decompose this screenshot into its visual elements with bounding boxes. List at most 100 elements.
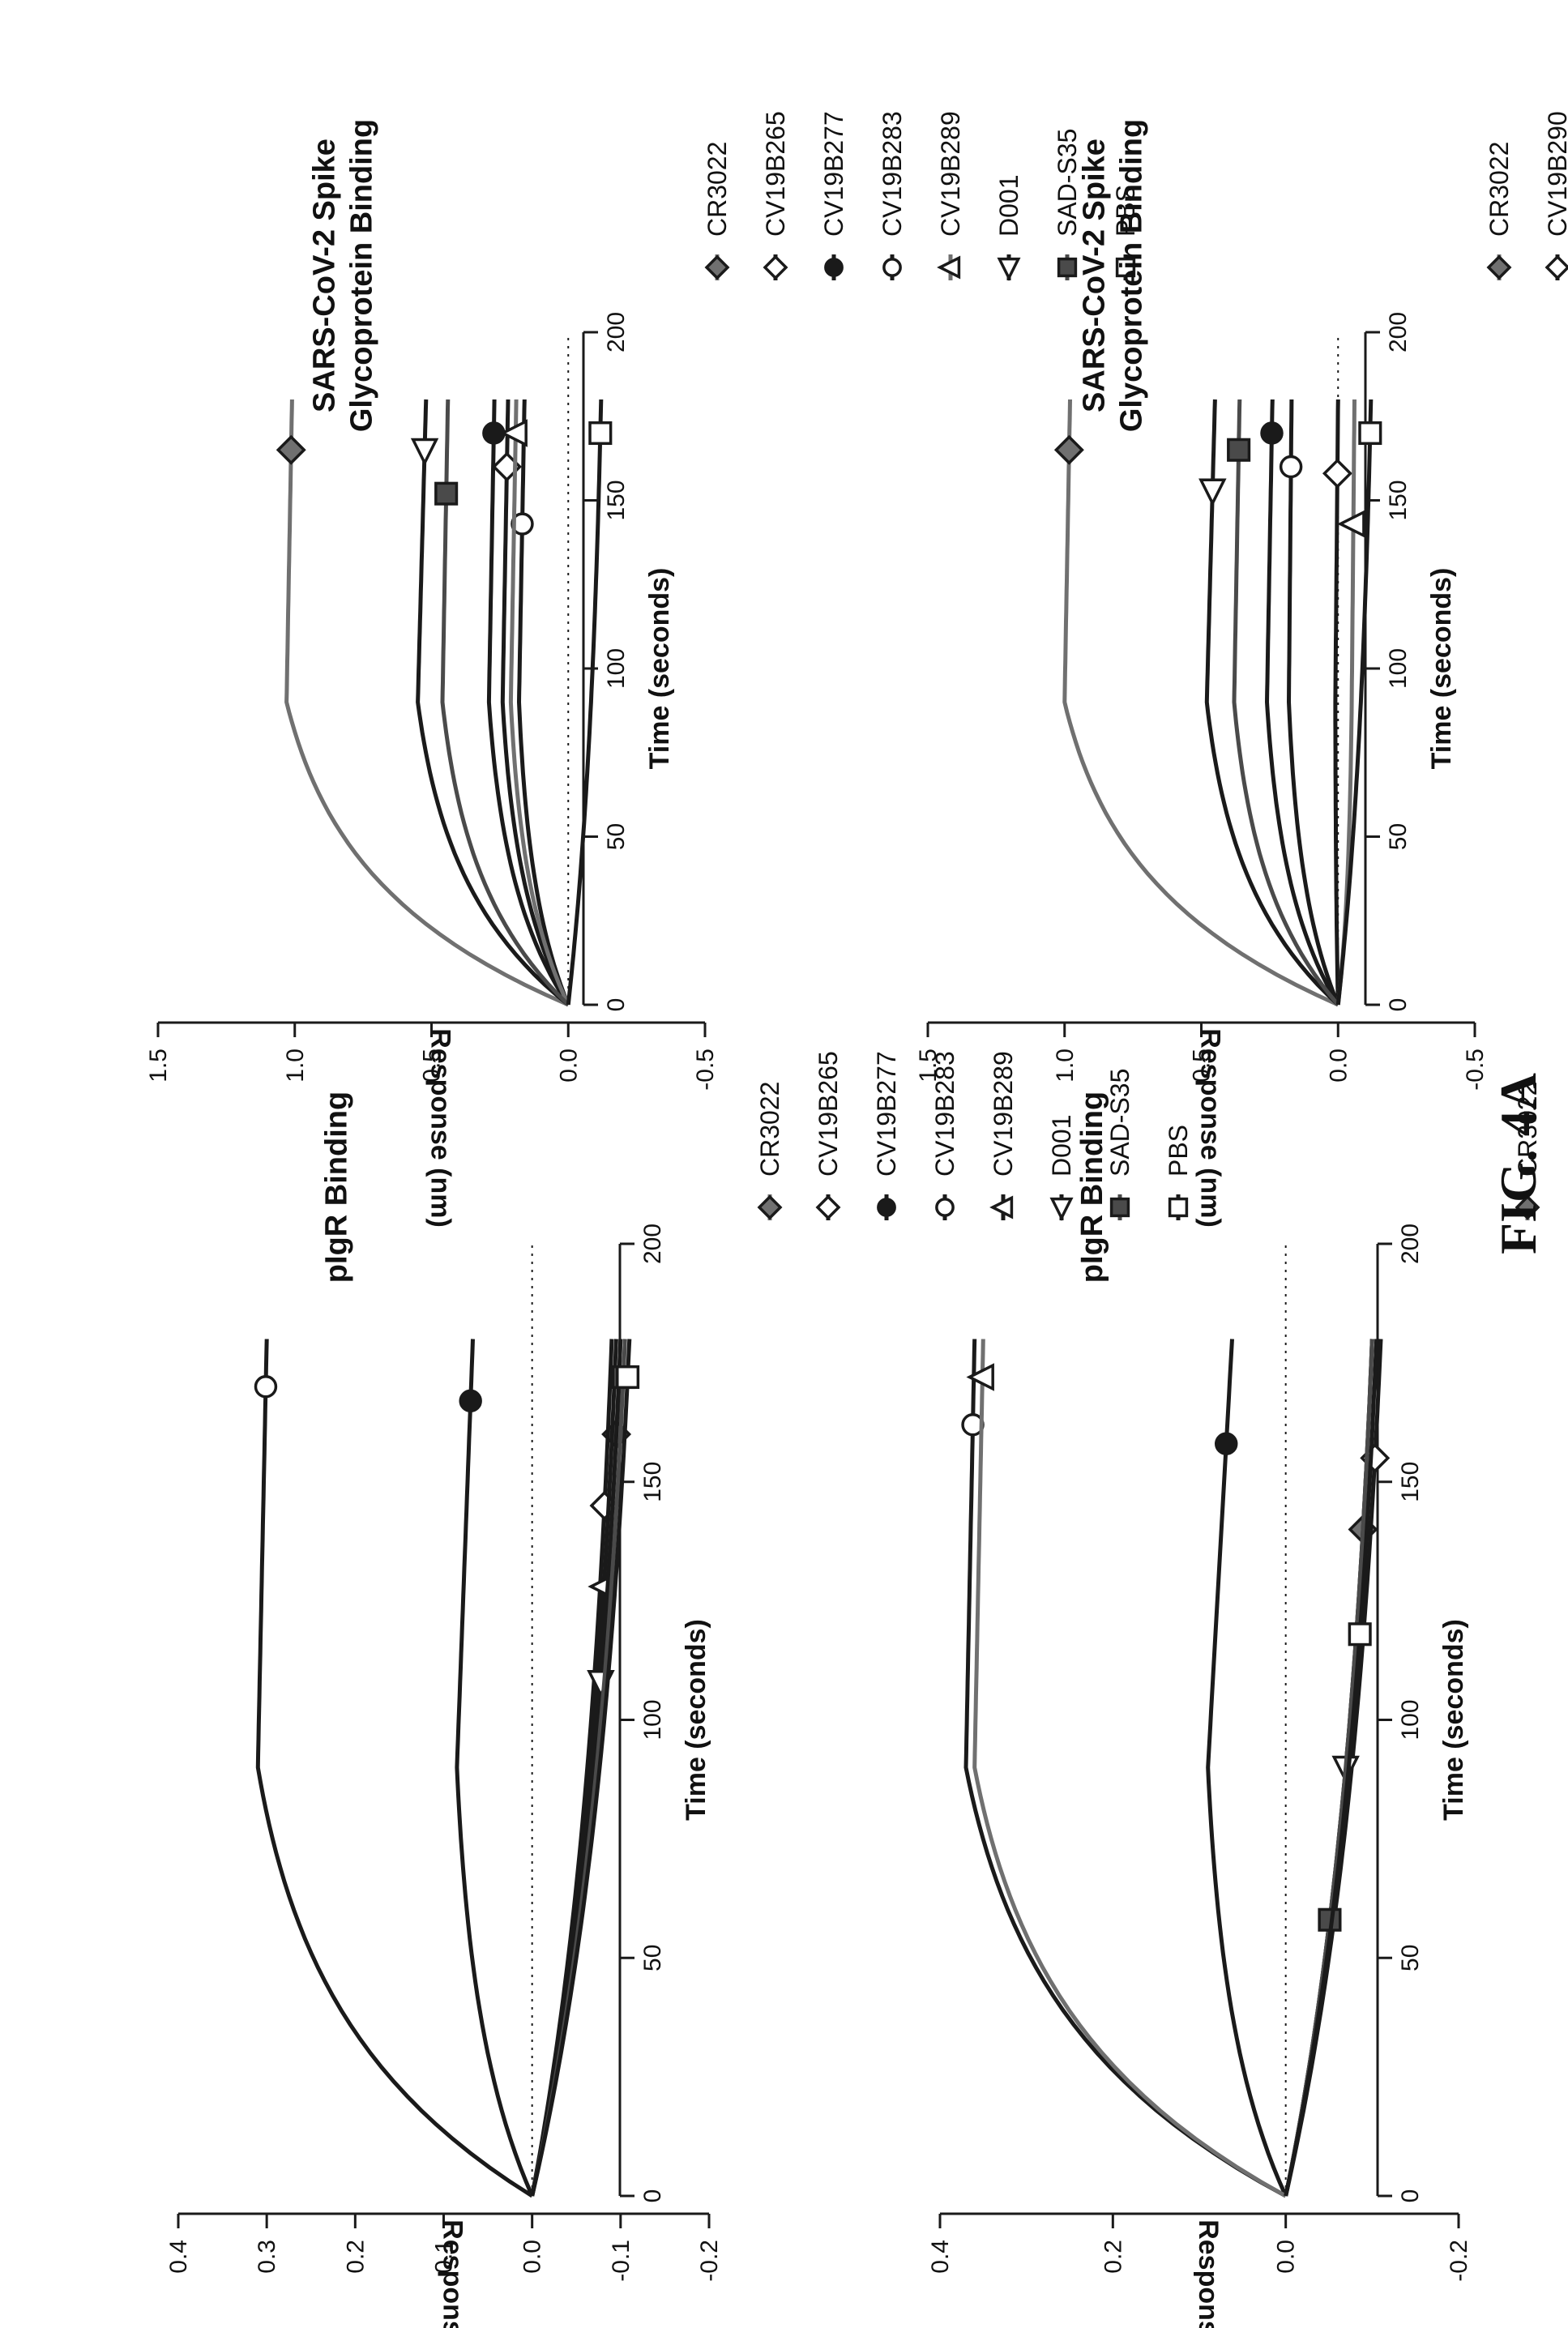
series-line-CV19B289 (508, 399, 570, 1006)
data-point-CV19B289 (499, 419, 528, 447)
y-tick-label: 0.2 (342, 2240, 369, 2274)
y-tick-label: -0.5 (692, 1049, 719, 1091)
legend-marker-CR3022 (1515, 1194, 1540, 1220)
data-point-CV19B301 (1215, 1432, 1238, 1455)
data-point-PBS (1358, 421, 1382, 446)
chart-title: SARS-CoV-2 Spike (1078, 139, 1112, 412)
x-tick-label: 150 (603, 480, 630, 520)
legend-marker-PBS (1168, 1197, 1189, 1218)
x-tick-label: 0 (603, 998, 630, 1012)
y-tick-label: -0.2 (696, 2240, 723, 2282)
y-tick-label: 0.5 (419, 1049, 446, 1083)
series-line-D001 (1284, 1339, 1374, 2197)
series-line-CV19B307 (1286, 399, 1340, 1006)
y-tick-label: 1.5 (915, 1049, 942, 1083)
legend-label: CR3022 (755, 1082, 784, 1177)
legend-marker-CR3022 (704, 254, 730, 280)
x-tick-label: 150 (639, 1462, 666, 1502)
y-tick-label: 0.0 (1325, 1049, 1352, 1083)
series-line-PBS (1284, 1339, 1379, 2197)
y-tick-label: 0.4 (927, 2240, 954, 2274)
x-tick-label: 200 (639, 1224, 666, 1264)
legend-marker-SAD-S35 (1109, 1197, 1130, 1218)
y-tick-label: -0.1 (608, 2240, 634, 2282)
x-axis-label: Time (seconds) (681, 1619, 711, 1821)
series-line-PBS (530, 1339, 632, 2197)
data-point-CR3022 (276, 434, 306, 465)
x-tick-label: 0 (1385, 998, 1412, 1012)
legend-marker-CV19B283 (882, 258, 902, 277)
legend-marker-PBS (1115, 257, 1136, 278)
series-line-SAD-S35 (1232, 399, 1340, 1006)
x-axis-label: Time (seconds) (644, 568, 675, 770)
data-point-CV19B290 (1322, 458, 1352, 489)
series-line-PBS (566, 399, 604, 1006)
y-tick-label: 0.0 (519, 2240, 546, 2274)
x-tick-label: 200 (1385, 312, 1412, 352)
data-point-PBS (616, 1365, 640, 1390)
x-tick-label: 0 (1397, 2189, 1424, 2203)
y-tick-label: 0.5 (1189, 1049, 1216, 1083)
series-line-D001 (416, 399, 570, 1006)
series-line-CV19B301 (1206, 1339, 1288, 2198)
data-point-CV19B308 (1337, 510, 1365, 538)
legend-label: CV19B277 (872, 1051, 901, 1177)
data-point-PBS (588, 421, 613, 446)
chart-panel-3: 0 50 100 150 200 -0.2 0.0 0.2 0.4 Time (seconds) R… (927, 1082, 1542, 2328)
series-line-CV19B277 (486, 399, 570, 1006)
x-tick-label: 200 (1397, 1224, 1424, 1264)
series-line-PBS (1335, 399, 1374, 1006)
legend-label: PBS (1164, 1125, 1193, 1177)
data-point-CV19B307 (1279, 455, 1303, 479)
legend-label: CV19B290 (1543, 111, 1568, 237)
legend-label: CV19B265 (814, 1051, 843, 1177)
x-tick-label: 0 (639, 2189, 666, 2203)
legend-label: SAD-S35 (1105, 1069, 1134, 1177)
series-line-CV19B283 (516, 399, 570, 1006)
legend-label: CR3022 (1513, 1082, 1542, 1177)
x-tick-label: 100 (639, 1699, 666, 1740)
series-line-CR3022 (1284, 1339, 1374, 2197)
legend-label: CR3022 (1485, 142, 1514, 237)
legend-marker-CV19B290 (1545, 254, 1568, 280)
legend-label: CV19B265 (761, 111, 790, 237)
y-tick-label: 1.0 (1052, 1049, 1079, 1083)
chart-panel-4: 0 50 100 150 200 -0.5 0.0 0.5 1.0 1.5 Time (second… (915, 111, 1568, 1228)
data-point-D001 (1198, 478, 1227, 506)
x-tick-label: 50 (1397, 1945, 1424, 1971)
legend-label: CV19B283 (930, 1051, 959, 1177)
data-point-CV19B277 (459, 1389, 482, 1413)
y-tick-label: 0.3 (254, 2240, 280, 2274)
x-tick-label: 100 (1385, 648, 1412, 689)
legend-marker-CV19B289 (937, 255, 961, 280)
legend-label: CV19B277 (819, 111, 848, 237)
x-tick-label: 50 (603, 823, 630, 850)
data-point-PBS (1348, 1622, 1372, 1647)
x-tick-label: 200 (603, 312, 630, 352)
data-point-D001 (410, 438, 439, 467)
x-tick-label: 50 (1385, 823, 1412, 850)
y-axis-label: Response (nm) (438, 2219, 468, 2328)
legend-marker-D001 (997, 257, 1021, 281)
x-tick-label: 150 (1397, 1462, 1424, 1502)
chart-title: pIgR Binding (1075, 1091, 1109, 1283)
legend-label: PBS (1111, 185, 1140, 237)
data-point-SAD-S35 (1227, 438, 1251, 462)
series-line-CR3022 (1062, 399, 1339, 1007)
data-point-SAD-S35 (434, 481, 459, 506)
legend-marker-CV19B289 (989, 1195, 1014, 1220)
y-tick-label: 0.4 (165, 2240, 192, 2274)
legend-label: SAD-S35 (1053, 129, 1082, 237)
legend-marker-SAD-S35 (1057, 257, 1078, 278)
legend-label: D001 (1047, 1115, 1076, 1177)
y-axis-label: Response (nm) (1195, 1028, 1226, 1228)
x-tick-label: 150 (1385, 480, 1412, 520)
y-tick-label: 0.0 (555, 1049, 582, 1083)
y-tick-label: 0.0 (1273, 2240, 1300, 2274)
chart-title: pIgR Binding (320, 1091, 354, 1283)
y-tick-label: 0.1 (431, 2240, 458, 2274)
y-tick-label: -0.5 (1462, 1049, 1489, 1091)
series-line-CV19B283 (255, 1339, 534, 2198)
panels: 0 50 100 150 200 -0.2 -0.1 0.0 0.1 0.2 0.3 0.4 Time … (145, 111, 1568, 2328)
